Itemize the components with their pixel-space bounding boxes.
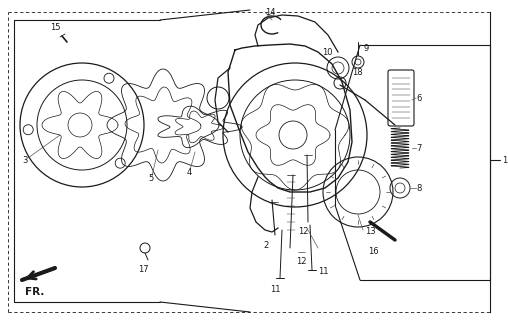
Text: 7: 7 [416,143,421,153]
Text: 10: 10 [322,47,333,57]
Text: 8: 8 [416,183,421,193]
Text: 12: 12 [298,228,308,236]
Text: 3: 3 [22,156,27,164]
Text: 4: 4 [187,167,192,177]
Text: 14: 14 [265,7,275,17]
Text: 1: 1 [502,156,507,164]
Text: 13: 13 [365,228,375,236]
Text: 11: 11 [318,268,329,276]
Text: 16: 16 [368,247,378,257]
Text: 18: 18 [352,68,363,76]
Text: 6: 6 [416,93,421,102]
FancyBboxPatch shape [388,70,414,126]
Text: 2: 2 [263,241,268,250]
Text: FR.: FR. [25,287,45,297]
Text: 9: 9 [363,44,368,52]
Text: 12: 12 [296,258,306,267]
Text: 15: 15 [50,22,60,31]
Text: 11: 11 [270,285,280,294]
Text: 5: 5 [148,173,153,182]
Text: 17: 17 [138,266,149,275]
